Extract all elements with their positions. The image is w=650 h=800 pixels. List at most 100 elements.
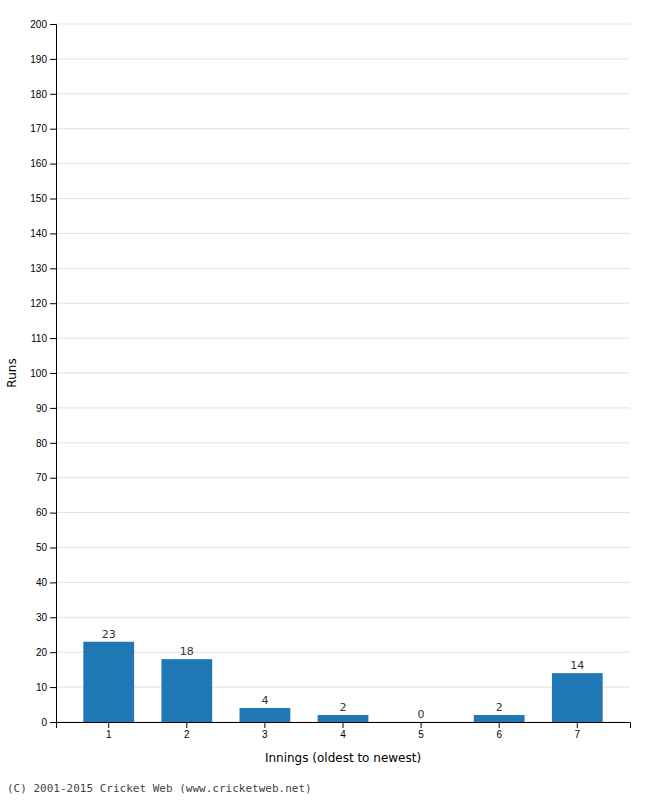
grid-line — [56, 268, 630, 269]
tick: 6 — [496, 722, 502, 740]
tick-mark — [50, 338, 56, 339]
y-axis-title: Runs — [5, 358, 19, 387]
tick-label: 3 — [262, 729, 268, 740]
tick: 120 — [30, 298, 56, 309]
tick-mark — [499, 722, 500, 728]
tick-mark — [50, 199, 56, 200]
tick-mark — [50, 687, 56, 688]
tick-label: 60 — [36, 507, 48, 518]
tick: 190 — [30, 54, 56, 65]
tick-label: 4 — [340, 729, 346, 740]
bar — [240, 708, 291, 722]
grid-line — [56, 93, 630, 94]
tick-label: 140 — [30, 228, 47, 239]
data-label: 4 — [261, 694, 268, 707]
data-label: 0 — [418, 708, 425, 721]
grid-line — [56, 477, 630, 478]
grid-line — [56, 198, 630, 199]
data-label: 2 — [340, 701, 347, 714]
tick-mark — [50, 268, 56, 269]
tick-mark — [50, 129, 56, 130]
grid-line — [56, 233, 630, 234]
tick-mark — [343, 722, 344, 728]
grid-line — [56, 652, 630, 653]
tick-mark — [50, 24, 56, 25]
tick-mark — [50, 59, 56, 60]
tick-label: 170 — [30, 123, 47, 134]
tick-mark — [50, 617, 56, 618]
grid-line — [56, 407, 630, 408]
tick-label: 1 — [106, 729, 112, 740]
tick: 90 — [36, 403, 56, 414]
grid-line — [56, 303, 630, 304]
tick: 200 — [30, 19, 56, 30]
tick: 80 — [36, 438, 56, 449]
footer: (C) 2001-2015 Cricket Web (www.cricketwe… — [7, 782, 312, 795]
tick-label: 180 — [30, 89, 47, 100]
tick-label: 20 — [36, 647, 48, 658]
tick: 160 — [30, 158, 56, 169]
tick-mark — [50, 94, 56, 95]
tick-mark — [50, 652, 56, 653]
tick: 140 — [30, 228, 56, 239]
axis-line — [50, 25, 57, 723]
tick: 180 — [30, 89, 56, 100]
tick: 0 — [41, 717, 56, 728]
x-axis-title: Innings (oldest to newest) — [265, 751, 421, 765]
tick: 7 — [575, 722, 581, 740]
tick-mark — [50, 478, 56, 479]
tick: 2 — [184, 722, 190, 740]
y-axis: 0102030405060708090100110120130140150160… — [30, 19, 56, 728]
bar — [318, 715, 369, 722]
tick-mark — [50, 303, 56, 304]
tick-label: 150 — [30, 193, 47, 204]
tick-mark — [577, 722, 578, 728]
tick-label: 50 — [36, 542, 48, 553]
tick-label: 40 — [36, 577, 48, 588]
tick-label: 6 — [496, 729, 502, 740]
tick-label: 5 — [418, 729, 424, 740]
tick: 10 — [36, 682, 56, 693]
data-labels: 2318420214 — [102, 628, 585, 721]
grid-line — [56, 442, 630, 443]
grid-line — [56, 24, 630, 25]
tick-label: 80 — [36, 438, 48, 449]
bar — [552, 673, 603, 722]
plot: 0102030405060708090100110120130140150160… — [30, 19, 630, 740]
tick-label: 7 — [575, 729, 581, 740]
grid-line — [56, 687, 630, 688]
tick: 60 — [36, 507, 56, 518]
data-label: 23 — [102, 628, 116, 641]
tick: 3 — [262, 722, 268, 740]
grid-line — [56, 582, 630, 583]
grid — [56, 24, 630, 722]
tick-mark — [108, 722, 109, 728]
tick-mark — [50, 164, 56, 165]
tick-mark — [50, 722, 56, 723]
tick-label: 2 — [184, 729, 190, 740]
bars — [83, 642, 602, 722]
tick-label: 30 — [36, 612, 48, 623]
tick: 5 — [418, 722, 424, 740]
tick-mark — [421, 722, 422, 728]
tick-mark — [50, 548, 56, 549]
tick-mark — [50, 233, 56, 234]
tick: 40 — [36, 577, 56, 588]
axis-line — [57, 723, 631, 729]
data-label: 14 — [570, 659, 584, 672]
x-axis: 1 2 3 4 5 6 7 — [57, 722, 631, 740]
tick-label: 130 — [30, 263, 47, 274]
tick-label: 110 — [31, 333, 47, 344]
tick-label: 90 — [36, 403, 48, 414]
tick-mark — [50, 582, 56, 583]
grid-line — [56, 128, 630, 129]
tick: 4 — [340, 722, 346, 740]
tick: 30 — [36, 612, 56, 623]
tick: 110 — [31, 333, 56, 344]
tick-label: 0 — [41, 717, 47, 728]
tick-mark — [50, 443, 56, 444]
tick-label: 200 — [30, 19, 47, 30]
tick-mark — [50, 408, 56, 409]
tick-mark — [50, 513, 56, 514]
grid-line — [56, 547, 630, 548]
